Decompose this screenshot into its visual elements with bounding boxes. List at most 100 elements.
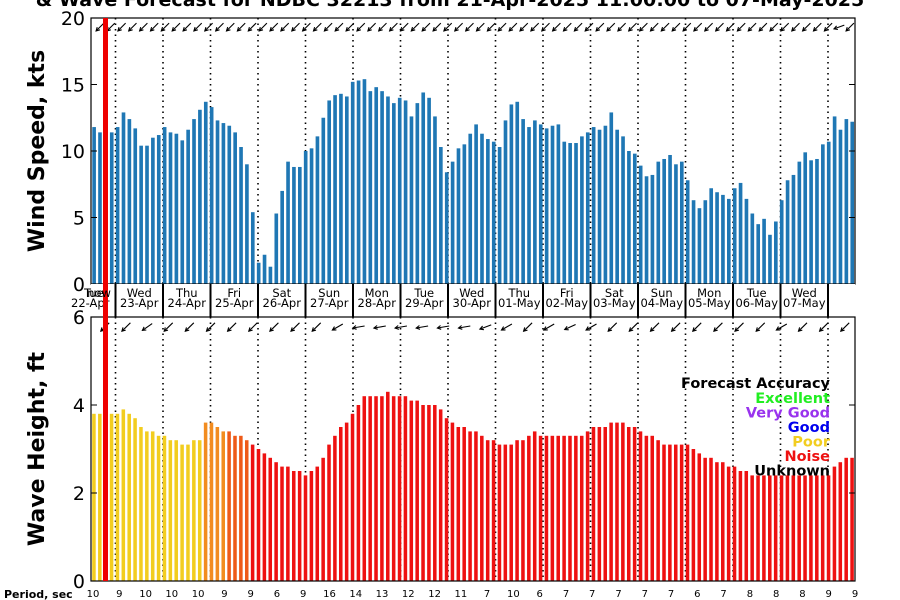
wind-bar [480,133,484,284]
day-of-week-label: Tue [83,286,104,300]
wave-direction-arrow [607,322,618,333]
period-value: 7 [563,589,569,600]
wave-bar [233,435,237,581]
wind-bar [356,80,361,284]
wave-direction-arrow [585,323,597,331]
wind-direction-arrow [367,22,376,32]
wave-bar [838,462,843,581]
period-value: 10 [165,589,178,600]
wind-bar [497,147,502,284]
wind-direction-arrow [410,22,420,32]
wind-bar [198,109,202,285]
wind-bar [374,87,379,284]
wind-direction-arrow [117,22,126,32]
wave-direction-arrow [141,323,153,332]
wind-bar [838,129,843,284]
wind-bar [844,119,849,284]
wind-bar [286,161,290,284]
wind-bar [668,154,672,284]
wave-bar [732,466,737,581]
wind-bar [345,96,349,284]
wave-bar [192,440,196,581]
wind-direction-arrow [290,22,300,32]
wind-direction-arrow [269,22,279,32]
wind-bar [750,213,755,284]
wind-bar [433,116,437,284]
wind-direction-arrow [334,22,344,32]
wave-bar [609,422,613,581]
wave-direction-arrow [818,322,829,332]
wind-bar [386,96,390,284]
wave-direction-arrow [331,323,344,331]
day-of-week-label: Thu [507,286,530,300]
wind-bar [297,166,302,284]
wave-direction-arrow [121,322,131,333]
wind-bar [327,100,332,285]
date-label: 02-May [545,296,588,310]
wind-direction-arrow [660,22,670,32]
period-value: 12 [402,589,415,600]
wave-bar [127,413,131,581]
wave-bar [227,431,231,581]
period-value: 13 [376,589,389,600]
wave-direction-arrow [734,322,744,333]
wind-direction-arrow [421,22,431,32]
wind-bar [644,176,649,284]
wave-bar [339,427,343,581]
wind-direction-arrow [301,22,311,32]
wave-bar [333,435,337,581]
legend-item-excellent: Excellent [755,391,830,407]
wind-ytick-label: 0 [73,274,85,296]
wave-direction-arrow [184,322,195,333]
wind-bar [486,139,490,284]
wind-bar [685,180,690,284]
period-value: 16 [323,589,336,600]
wind-bar [732,188,737,284]
wave-bar [562,435,566,581]
wind-bar [444,172,449,284]
wave-bar [403,396,408,581]
wave-bar [386,391,390,581]
wave-bar [509,444,513,581]
wave-bar [256,449,261,581]
wave-bar [603,427,607,581]
wind-ytick-label: 20 [61,8,85,30]
wind-bar [350,81,355,284]
date-label: 29-Apr [405,296,444,310]
wind-bar [127,119,132,284]
wind-bar [656,161,661,284]
period-value: 7 [668,589,674,600]
wave-bar [297,471,302,581]
period-value: 9 [248,589,254,600]
wind-bar [474,124,478,285]
wave-bar [497,444,502,581]
wind-ylabel: Wind Speed, kts [25,50,50,252]
wave-bar [433,405,437,581]
wave-bar [738,471,743,581]
wave-ytick-label: 6 [73,307,85,329]
wave-direction-arrow [670,322,681,332]
period-row: Period, sec 10 9 10 10 10 9 9 6 9 16 14 13 12 12 11 7 10… [4,588,858,600]
wind-direction-arrow [236,22,246,32]
period-value: 8 [799,589,805,600]
wind-direction-arrow [377,22,387,32]
wave-bar [679,444,684,581]
wave-bar [262,453,267,581]
period-value: 6 [274,589,280,600]
wave-bar [156,435,161,581]
wind-direction-arrow [203,22,213,32]
wind-bar [533,120,537,284]
wind-bar [221,123,226,284]
wind-direction-arrow [649,22,659,32]
wind-direction-arrow [638,22,648,32]
wind-bar [139,145,143,284]
wind-bar [415,103,420,285]
day-of-week-label: Mon [365,286,389,300]
wind-bar [145,145,149,284]
legend-title: Forecast Accuracy [681,376,831,392]
wave-bar [797,475,801,581]
wave-bar [491,440,496,581]
period-value: 9 [826,589,832,600]
wind-bar [791,174,796,284]
wind-bar [209,107,214,284]
